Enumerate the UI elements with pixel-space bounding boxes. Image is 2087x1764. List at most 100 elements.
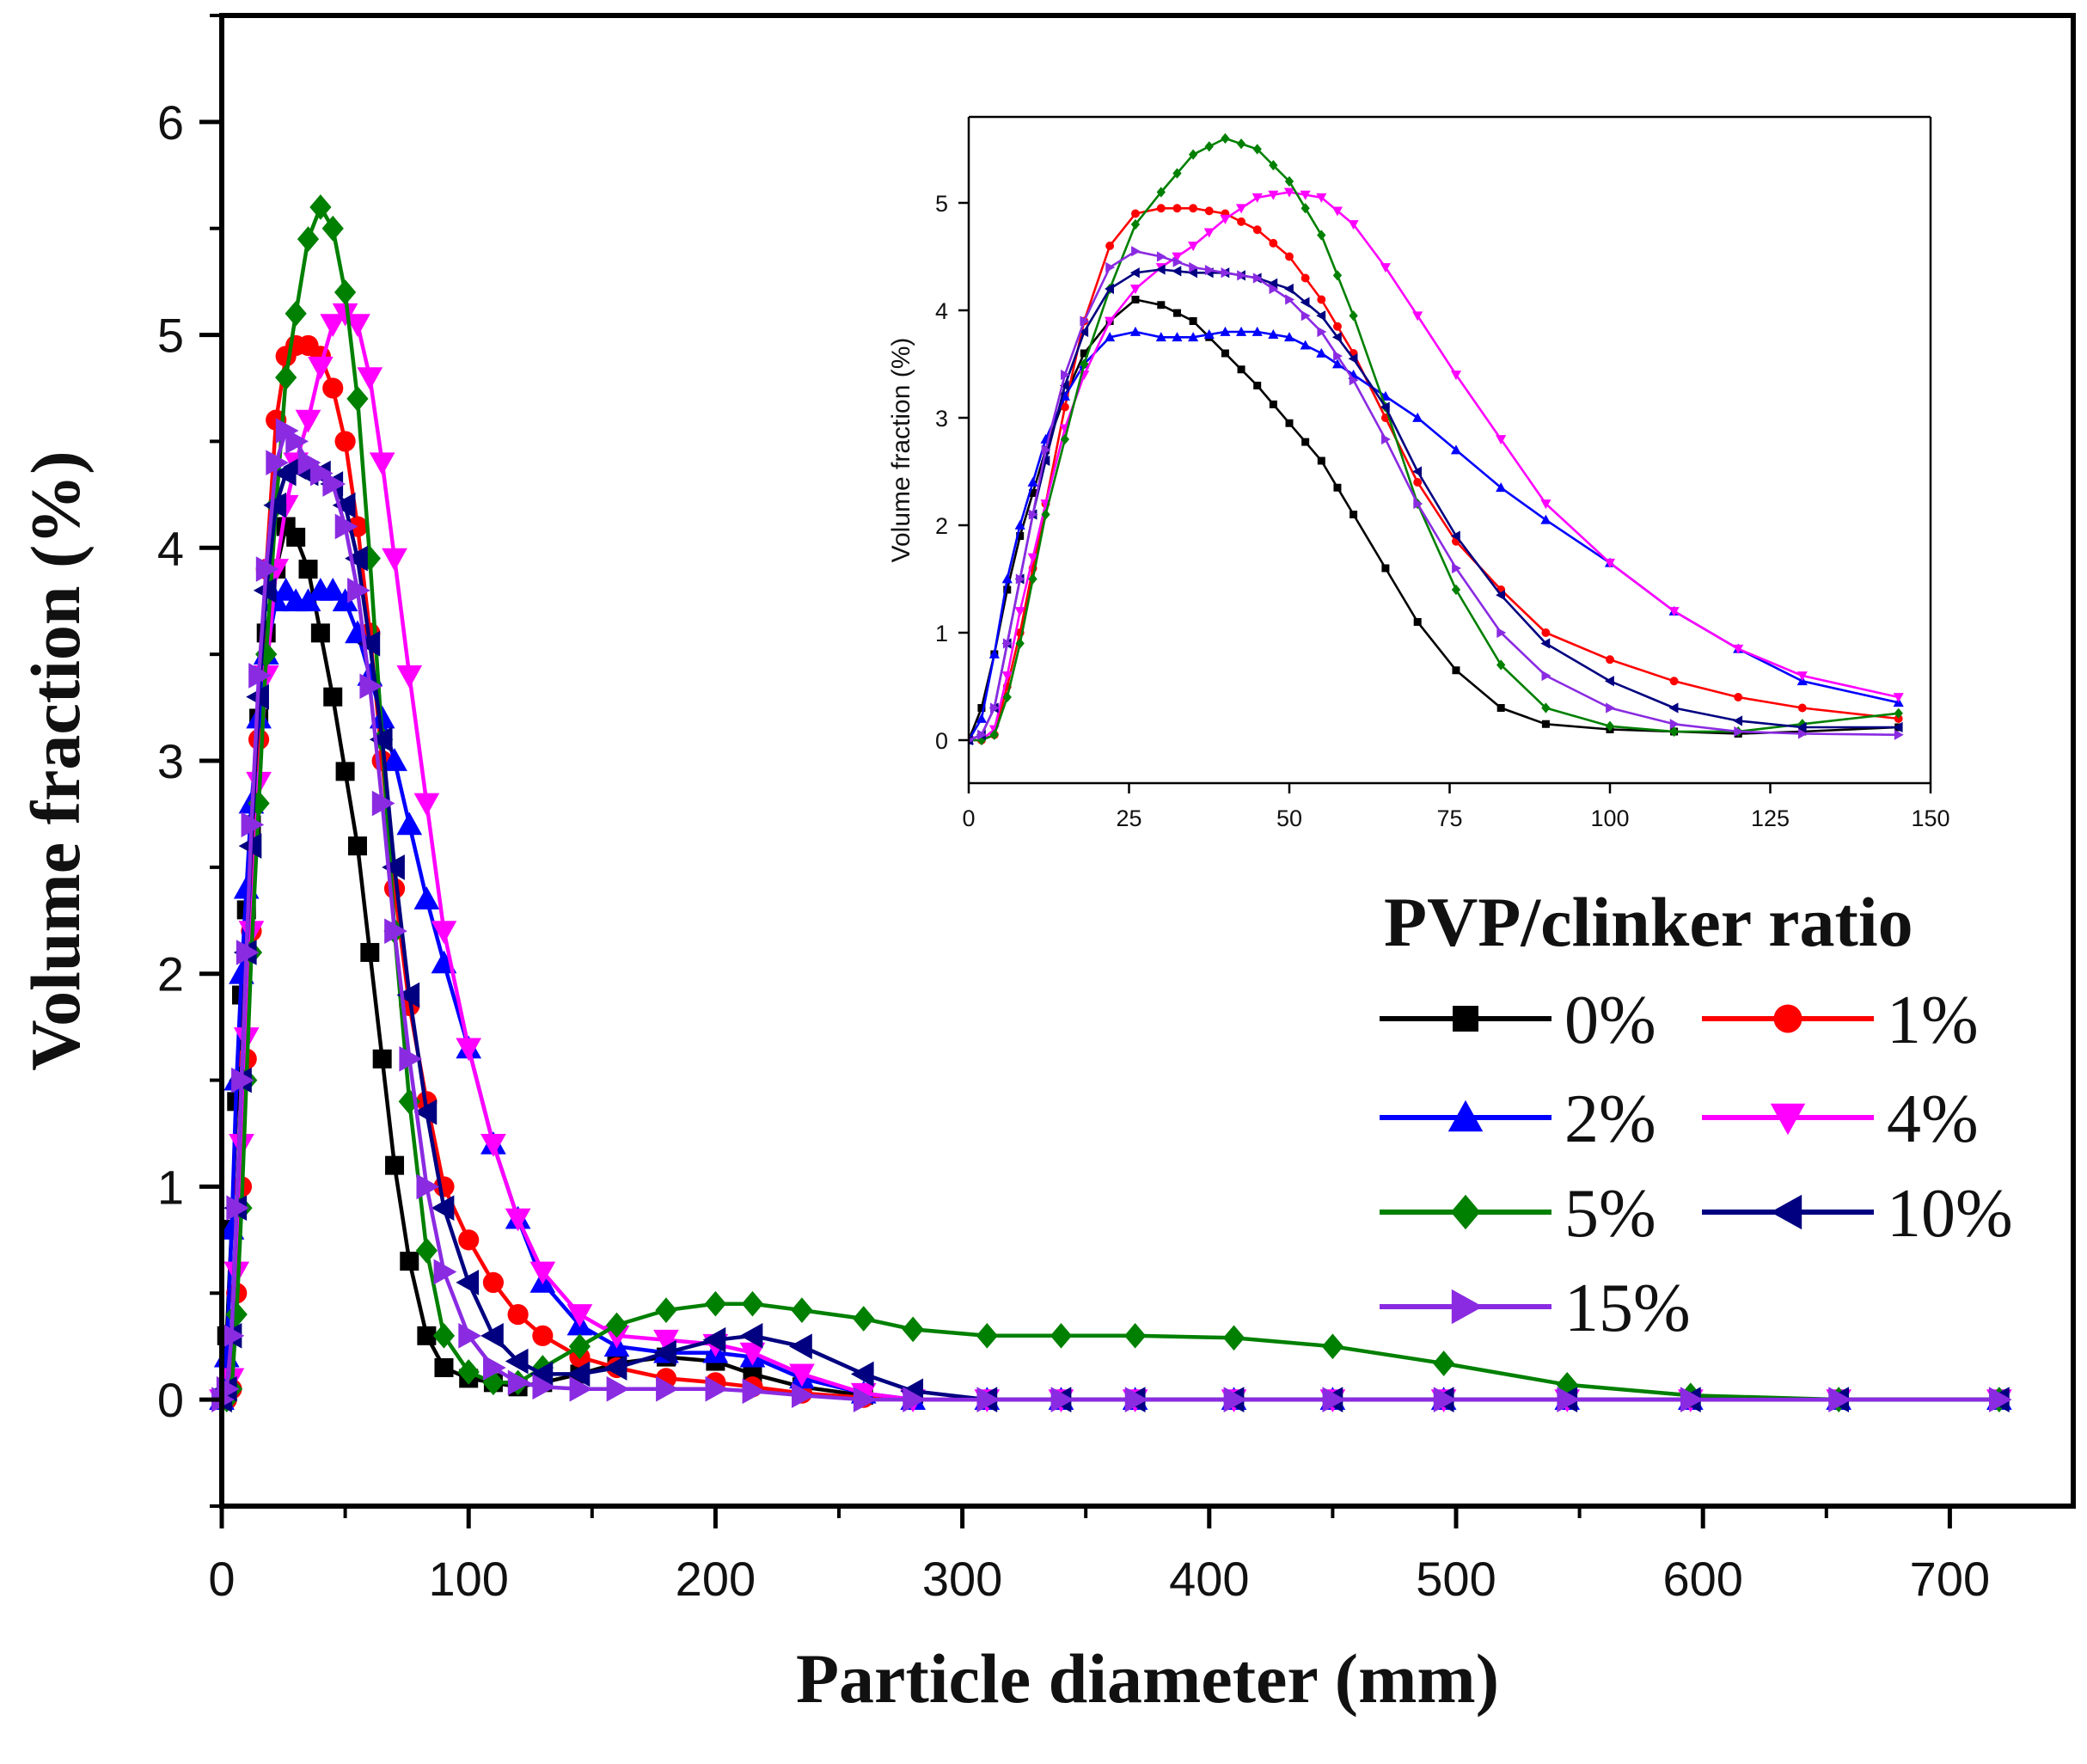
main-point-5pct (902, 1316, 924, 1343)
inset-point-15pct (1413, 498, 1423, 510)
inset-point-0pct (1496, 704, 1505, 712)
main-point-10pct (345, 545, 368, 572)
inset-point-4pct (1893, 693, 1904, 703)
inset-point-15pct (1894, 729, 1904, 740)
main-point-2pct (332, 588, 358, 612)
main-point-0pct (347, 836, 367, 856)
main-point-15pct (705, 1375, 729, 1402)
main-y-tick-label: 0 (157, 1373, 184, 1427)
inset-point-0pct (1452, 666, 1460, 675)
main-point-0pct (385, 1155, 405, 1175)
inset-point-15pct (1237, 270, 1247, 281)
main-point-10pct (263, 492, 287, 518)
inset-point-1pct (1797, 703, 1807, 713)
main-point-15pct (1828, 1387, 1852, 1412)
inset-point-5pct (1204, 141, 1214, 152)
main-point-4pct (308, 356, 334, 380)
legend-label: 4% (1887, 1081, 1979, 1157)
inset-point-15pct (1669, 719, 1680, 730)
main-point-10pct (332, 492, 356, 518)
legend-item-4pct: 4% (1702, 1081, 1979, 1157)
inset-point-4pct (1604, 558, 1616, 568)
main-point-0pct (372, 1049, 392, 1069)
legend-item-15pct: 15% (1380, 1271, 1691, 1346)
main-point-15pct (347, 577, 370, 603)
main-y-tick-label: 3 (157, 734, 184, 788)
main-point-10pct (382, 854, 405, 880)
main-point-5pct (275, 364, 297, 390)
main-point-4pct (295, 409, 321, 433)
inset-series-0pct (969, 296, 1903, 744)
inset-point-4pct (1203, 228, 1215, 238)
main-point-5pct (432, 1322, 456, 1349)
inset-x-tick-label: 50 (1276, 805, 1302, 831)
main-point-0pct (417, 1326, 437, 1345)
main-point-4pct (413, 793, 440, 817)
inset-point-15pct (1189, 261, 1199, 273)
inset-point-5pct (1669, 726, 1679, 738)
inset-point-2pct (1014, 519, 1025, 530)
inset-point-5pct (1041, 509, 1050, 520)
main-point-4pct (369, 452, 395, 476)
inset-point-15pct (977, 729, 987, 740)
inset-y-tick-label: 0 (935, 728, 948, 754)
main-y-tick-label: 6 (157, 95, 184, 150)
inset-point-15pct (1797, 728, 1808, 739)
main-point-15pct (792, 1382, 815, 1409)
inset-point-5pct (1015, 638, 1025, 649)
inset-point-5pct (1060, 433, 1070, 445)
inset-point-15pct (1221, 267, 1231, 279)
inset-point-5pct (1269, 160, 1278, 171)
legend-marker (1447, 1099, 1484, 1132)
inset-point-15pct (1541, 670, 1551, 682)
main-point-15pct (297, 450, 321, 476)
inset-point-15pct (1317, 326, 1327, 338)
inset-line-4pct (969, 191, 1899, 742)
main-point-5pct (741, 1290, 764, 1317)
inset-point-5pct (1130, 218, 1141, 230)
inset-point-5pct (1284, 175, 1294, 187)
inset-point-4pct (1380, 263, 1391, 273)
main-point-10pct (431, 1195, 455, 1222)
inset-point-1pct (1606, 655, 1614, 665)
inset-point-10pct (1283, 283, 1294, 295)
inset-point-5pct (1002, 691, 1012, 703)
inset-line-1pct (969, 207, 1899, 742)
inset-point-1pct (1317, 295, 1326, 304)
main-point-5pct (225, 1302, 248, 1327)
inset-background (840, 108, 1952, 843)
inset-point-15pct (1002, 638, 1013, 649)
main-point-15pct (742, 1378, 766, 1405)
main-point-15pct (248, 663, 272, 689)
inset-point-2pct (1412, 412, 1423, 422)
inset-point-15pct (1028, 509, 1038, 520)
main-point-5pct (482, 1369, 505, 1396)
inset-point-4pct (1129, 285, 1141, 295)
inset-point-0pct (1016, 532, 1025, 540)
main-point-1pct (322, 377, 344, 399)
inset-point-15pct (1269, 283, 1279, 295)
main-point-10pct (357, 630, 381, 657)
main-point-15pct (656, 1375, 679, 1402)
inset-point-4pct (1796, 671, 1808, 682)
legend: PVP/clinker ratio 0% 1% 2% 4% 5% 10% 15% (1380, 883, 2013, 1346)
main-point-15pct (399, 1045, 423, 1072)
inset-point-0pct (1285, 419, 1294, 427)
inset-point-10pct (1796, 721, 1807, 733)
legend-item-2pct: 2% (1380, 1081, 1656, 1157)
inset-point-15pct (1105, 261, 1116, 273)
inset-line-2pct (969, 330, 1899, 741)
main-point-1pct (532, 1325, 554, 1346)
inset-point-15pct (1041, 444, 1051, 456)
inset-line-0pct (969, 298, 1899, 741)
main-point-15pct (384, 918, 407, 945)
main-point-5pct (285, 300, 307, 327)
main-point-4pct (382, 548, 407, 572)
main-x-tick-label: 700 (1910, 1552, 1990, 1606)
main-y-tick-label: 4 (157, 521, 184, 575)
main-point-4pct (529, 1261, 556, 1285)
inset-point-5pct (1349, 310, 1358, 322)
inset-point-5pct (1236, 138, 1246, 150)
inset-y-axis-label: Volume fraction (%) (887, 338, 915, 563)
